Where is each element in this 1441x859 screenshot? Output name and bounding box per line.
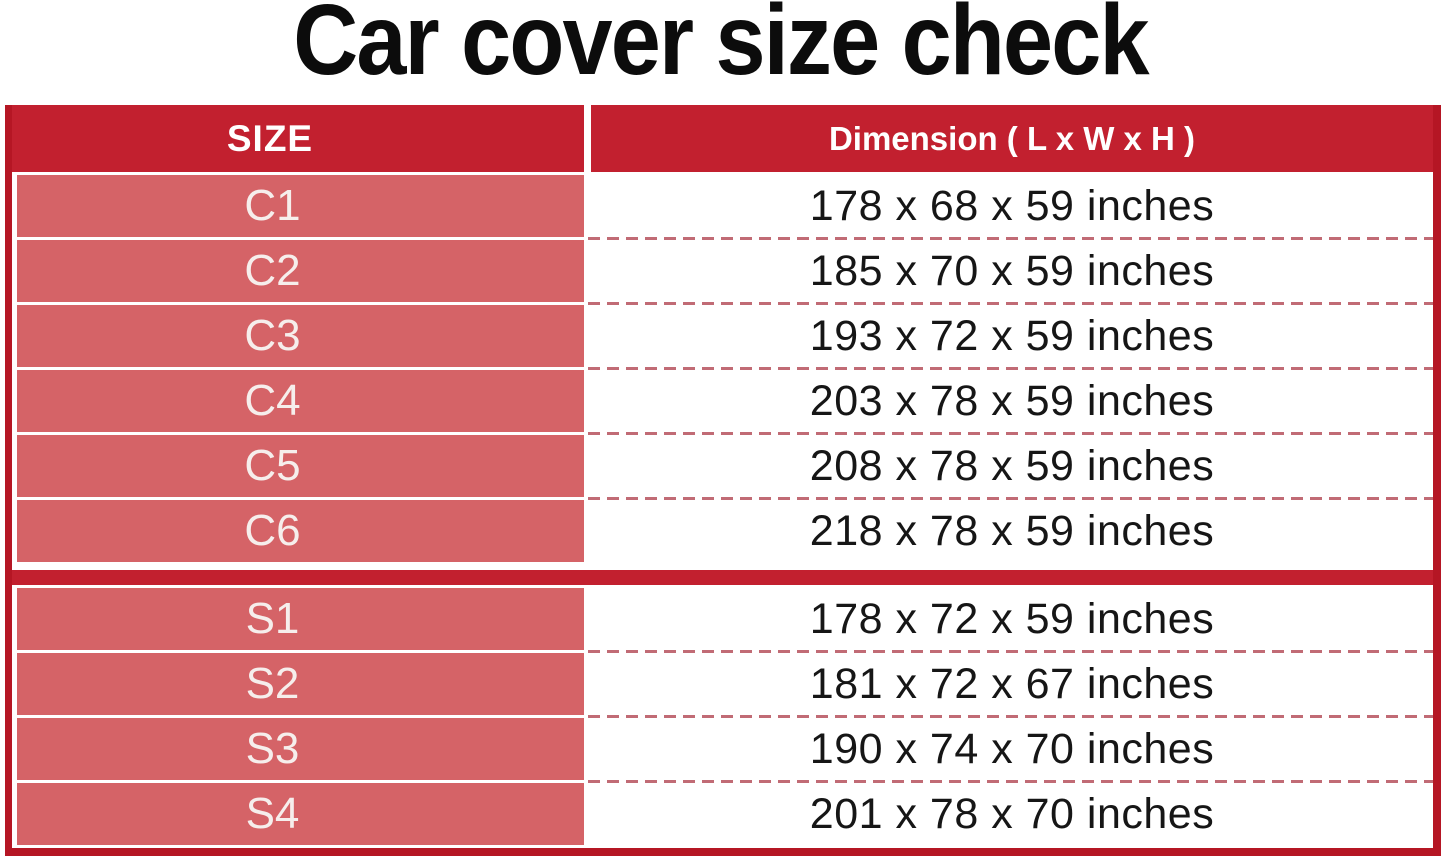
dimension-cell: 178 x 68 x 59 inches [809,181,1215,230]
dimension-cell: 203 x 78 x 59 inches [809,376,1215,425]
size-column-header: SIZE [12,105,584,172]
table-sections: C1 178 x 68 x 59 inches C2 185 x 70 x 59 in… [12,172,1433,848]
size-cell: C2 [17,240,584,302]
column-gap [584,783,591,848]
column-gap [584,240,591,305]
table-row: S1 178 x 72 x 59 inches [12,588,1433,653]
size-cell: C1 [17,175,584,237]
section-s: S1 178 x 72 x 59 inches S2 181 x 72 x 67 in… [12,588,1433,848]
column-gap [584,500,591,565]
size-cell: S3 [17,718,584,780]
column-gap [584,435,591,500]
column-gap [584,718,591,783]
column-gap [584,588,591,653]
size-cell: C6 [17,500,584,562]
table-row: C5 208 x 78 x 59 inches [12,435,1433,500]
column-gap [584,105,591,172]
table-row: C4 203 x 78 x 59 inches [12,370,1433,435]
table-row: C1 178 x 68 x 59 inches [12,175,1433,240]
dimension-cell: 185 x 70 x 59 inches [809,246,1215,295]
table-row: C2 185 x 70 x 59 inches [12,240,1433,305]
table-row: S2 181 x 72 x 67 inches [12,653,1433,718]
size-cell: C3 [17,305,584,367]
dimension-cell: 193 x 72 x 59 inches [809,311,1215,360]
page-title: Car cover size check [293,0,1149,96]
dimension-cell: 181 x 72 x 67 inches [809,659,1215,708]
dimension-cell: 208 x 78 x 59 inches [809,441,1215,490]
size-cell: S4 [17,783,584,845]
column-gap [584,370,591,435]
column-gap [584,305,591,370]
dimension-cell: 218 x 78 x 59 inches [809,506,1215,555]
size-cell: C4 [17,370,584,432]
column-gap [584,175,591,240]
section-divider [12,570,1433,585]
dimension-cell: 201 x 78 x 70 inches [809,789,1215,838]
table-row: S3 190 x 74 x 70 inches [12,718,1433,783]
dimension-cell: 190 x 74 x 70 inches [809,724,1215,773]
dimension-cell: 178 x 72 x 59 inches [809,594,1215,643]
size-cell: C5 [17,435,584,497]
table-row: S4 201 x 78 x 70 inches [12,783,1433,848]
size-cell: S1 [17,588,584,650]
table-row: C6 218 x 78 x 59 inches [12,500,1433,565]
section-c: C1 178 x 68 x 59 inches C2 185 x 70 x 59 in… [12,172,1433,565]
column-gap [584,653,591,718]
table-row: C3 193 x 72 x 59 inches [12,305,1433,370]
dimension-column-header: Dimension ( L x W x H ) [591,105,1433,172]
size-cell: S2 [17,653,584,715]
size-table: SIZE Dimension ( L x W x H ) C1 178 x 68 … [5,105,1441,856]
table-header-row: SIZE Dimension ( L x W x H ) [12,105,1433,172]
